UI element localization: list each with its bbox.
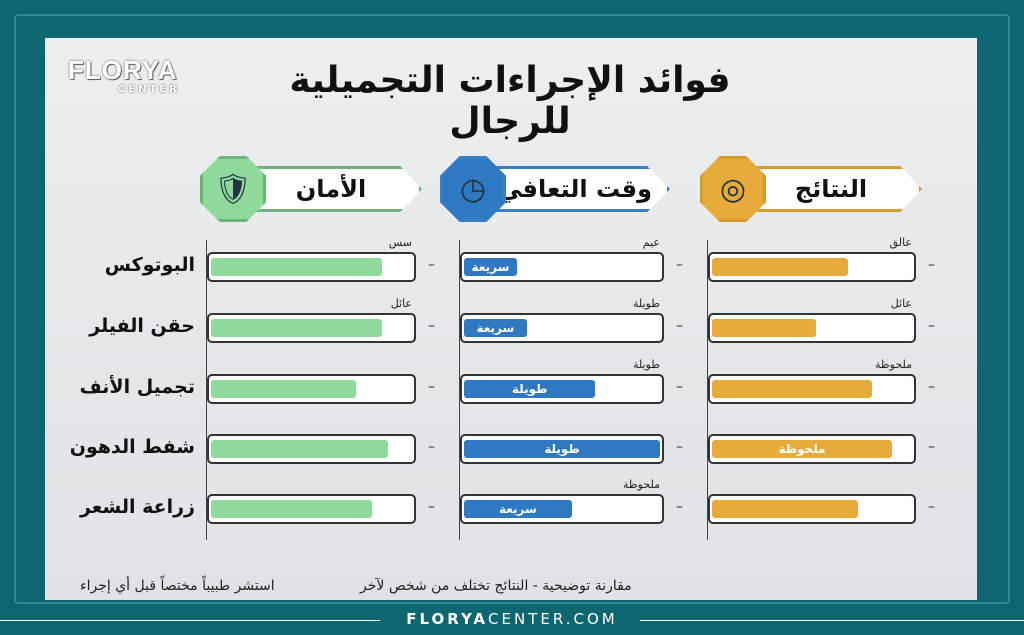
bar-fill: سريعة xyxy=(464,258,517,276)
bar-track xyxy=(708,374,916,404)
dash-mark: – xyxy=(428,379,435,395)
column-title: الأمان xyxy=(240,166,422,212)
bar-fill xyxy=(712,258,848,276)
divider xyxy=(0,620,380,621)
bar-track: سريعة xyxy=(460,252,664,282)
bar-track xyxy=(207,374,416,404)
bar-fill: طويلة xyxy=(464,380,596,398)
bar-track xyxy=(207,313,416,343)
shield-check-icon: 🛡 xyxy=(200,156,266,222)
row-label: حقن الفيلر xyxy=(89,315,195,337)
dash-mark: – xyxy=(676,257,683,273)
bar-top-label: عيم xyxy=(642,236,660,249)
row-label: البوتوكس xyxy=(104,254,195,276)
dash-mark: – xyxy=(428,318,435,334)
bar-track: سريعة xyxy=(460,494,664,524)
bar-fill xyxy=(211,500,372,518)
dash-mark: – xyxy=(928,318,935,334)
dash-mark: – xyxy=(428,499,435,515)
column-title: النتائج xyxy=(740,166,922,212)
dash-mark: – xyxy=(928,439,935,455)
bar-track: طويلة xyxy=(460,374,664,404)
bar-top-label: طويلة xyxy=(632,358,660,371)
divider xyxy=(640,620,1024,621)
bar-top-label: ملحوظة xyxy=(623,478,660,491)
bar-fill: سريعة xyxy=(464,500,572,518)
site-rest: CENTER.COM xyxy=(488,610,618,628)
brand-logo: FLORYA xyxy=(68,55,178,85)
bar-track xyxy=(708,252,916,282)
bar-track xyxy=(708,313,916,343)
bar-top-label: طويلة xyxy=(632,297,660,310)
bar-track: سريعة xyxy=(460,313,664,343)
bar-track: ملحوظة xyxy=(708,434,916,464)
column-title: وقت التعافي xyxy=(480,166,670,212)
website-link[interactable]: FLORYACENTER.COM xyxy=(0,610,1024,628)
page-title: فوائد الإجراءات التجميلية للرجال xyxy=(289,60,731,142)
bar-track xyxy=(207,494,416,524)
row-label: شفط الدهون xyxy=(69,436,195,458)
bar-fill xyxy=(211,440,388,458)
row-label: زراعة الشعر xyxy=(79,496,195,518)
dash-mark: – xyxy=(676,439,683,455)
dash-mark: – xyxy=(928,499,935,515)
footer-disclaimer: استشر طبيباً مختصاً قبل أي إجراء xyxy=(80,578,275,594)
bar-top-label: سس xyxy=(388,236,412,249)
bar-fill xyxy=(211,380,356,398)
target-star-icon: ◎ xyxy=(700,156,766,222)
bar-track xyxy=(708,494,916,524)
site-bold: FLORYA xyxy=(406,610,489,628)
dash-mark: – xyxy=(928,379,935,395)
footer-note: مقارنة توضيحية - النتائج تختلف من شخص لآ… xyxy=(360,578,632,594)
dash-mark: – xyxy=(676,499,683,515)
bar-fill xyxy=(211,258,382,276)
row-label: تجميل الأنف xyxy=(79,376,195,398)
bar-top-label: عائل xyxy=(390,297,412,310)
bar-fill: سريعة xyxy=(464,319,527,337)
column-axis xyxy=(707,240,708,540)
bar-track xyxy=(207,434,416,464)
column-header: وقت التعافي ◷ xyxy=(440,156,670,222)
bar-top-label: عالق xyxy=(889,236,912,249)
dash-mark: – xyxy=(428,439,435,455)
bar-fill xyxy=(712,500,858,518)
column-axis xyxy=(459,240,460,540)
brand-logo-sub: CENTER xyxy=(118,84,180,95)
column-axis xyxy=(206,240,207,540)
bar-fill xyxy=(712,319,816,337)
bar-fill: ملحوظة xyxy=(712,440,892,458)
bar-track xyxy=(207,252,416,282)
bar-track: طويلة xyxy=(460,434,664,464)
dash-mark: – xyxy=(676,318,683,334)
bar-top-label: عائل xyxy=(890,297,912,310)
clock-calendar-icon: ◷ xyxy=(440,156,506,222)
column-header: النتائج ◎ xyxy=(700,156,922,222)
bar-fill: طويلة xyxy=(464,440,660,458)
column-header: الأمان 🛡 xyxy=(200,156,422,222)
bar-top-label: ملحوظة xyxy=(875,358,912,371)
dash-mark: – xyxy=(676,379,683,395)
dash-mark: – xyxy=(928,257,935,273)
outer-frame xyxy=(14,14,1010,604)
bar-fill xyxy=(211,319,382,337)
bar-fill xyxy=(712,380,872,398)
dash-mark: – xyxy=(428,257,435,273)
